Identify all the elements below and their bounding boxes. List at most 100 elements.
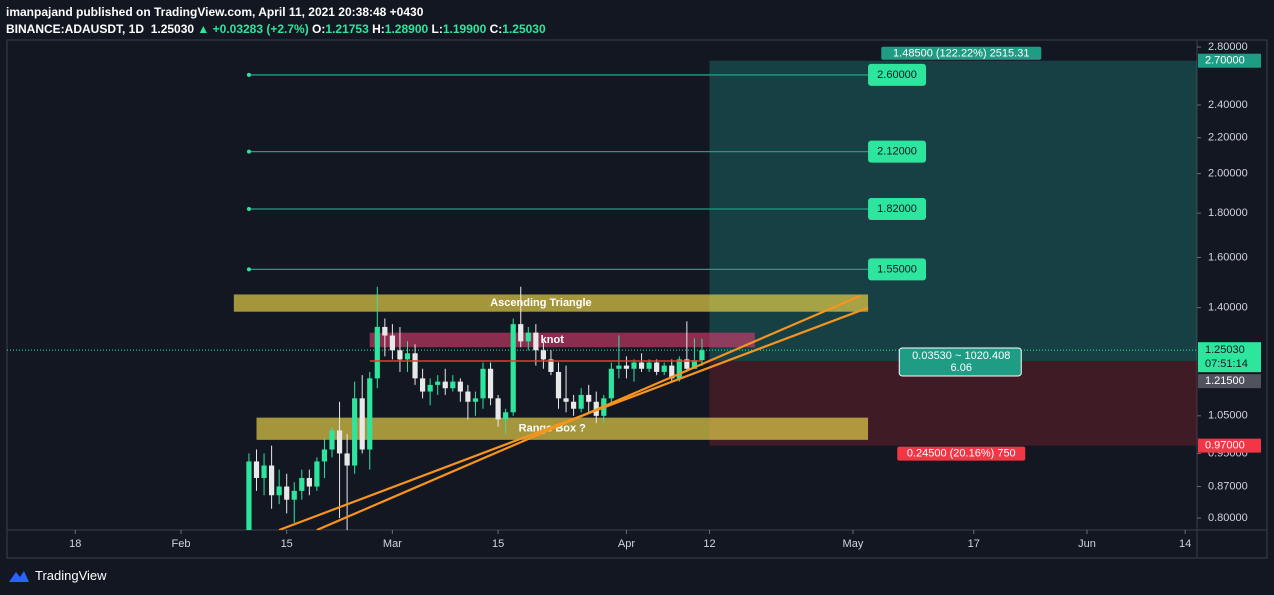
candle-body	[533, 332, 539, 351]
change: ▲ +0.03283 (+2.7%)	[197, 22, 309, 36]
ohlc-key: L:	[431, 22, 443, 36]
candle-body	[548, 359, 554, 372]
x-tick-label: Mar	[383, 538, 402, 550]
ohlc-key: H:	[372, 22, 385, 36]
candle-body	[638, 362, 645, 369]
candle-body	[525, 332, 531, 342]
box	[233, 294, 869, 312]
level-anchor	[246, 267, 251, 272]
center-text: 6.06	[951, 362, 972, 374]
stop-badge	[897, 446, 1026, 461]
logo	[9, 570, 29, 582]
candle-body	[420, 378, 426, 392]
candle-body	[314, 461, 320, 487]
level-anchor	[246, 149, 251, 154]
header: imanpajand published on TradingView.com,…	[6, 4, 546, 38]
candle-body	[510, 324, 516, 413]
y-tick-label: 2.80000	[1208, 41, 1248, 53]
plot: 2.60000 2.12000 1.82000 1.55000 Ascending Tr…	[7, 60, 1197, 530]
candle-body	[261, 465, 267, 478]
y-tick-label: 0.80000	[1208, 512, 1248, 524]
x-tick-label: 15	[492, 538, 504, 550]
candle-body	[359, 398, 365, 450]
trendline	[316, 294, 861, 530]
symbol: BINANCE:ADAUSDT, 1D	[6, 22, 145, 36]
candle-body	[253, 461, 260, 478]
symbol-line: BINANCE:ADAUSDT, 1D 1.25030 ▲ +0.03283 (…	[6, 21, 546, 38]
level-badge	[868, 140, 927, 163]
footer: TradingView	[8, 568, 107, 583]
candle-body	[352, 398, 358, 466]
x-tick-label: Apr	[618, 538, 635, 550]
brand: TradingView	[35, 568, 107, 583]
x-tick-label: May	[843, 538, 864, 550]
candle-body	[684, 359, 690, 369]
author-line: imanpajand published on TradingView.com,…	[6, 5, 424, 19]
y-tick-label: 2.00000	[1208, 167, 1248, 179]
candle-body	[450, 381, 456, 389]
candle-body	[691, 360, 697, 369]
ohlc-key: C:	[489, 22, 503, 36]
x-tick-label: 15	[281, 538, 293, 550]
x-tick-label: Feb	[172, 538, 191, 550]
level-label: 1.55000	[877, 263, 917, 275]
center-text: 0.03530 ~ 1020.408	[912, 350, 1010, 362]
candle-body	[427, 384, 433, 392]
candle-body	[518, 324, 524, 342]
candle-body	[321, 449, 328, 462]
stop-axis-label: 0.97000	[1205, 440, 1245, 452]
candle-body	[646, 362, 652, 369]
candle-body	[487, 368, 494, 399]
ohlc: O:1.21753 H:1.28900 L:1.19900 C:1.25030	[312, 22, 546, 36]
countdown: 07:51:14	[1205, 358, 1248, 370]
candle-body	[269, 465, 275, 496]
candle-body	[374, 326, 380, 379]
candle-body	[669, 365, 675, 379]
level-label: 2.12000	[877, 146, 917, 158]
candle-body	[389, 335, 395, 351]
level-badge	[868, 258, 927, 281]
candle-body	[608, 368, 614, 399]
candle-body	[291, 490, 297, 500]
candle-body	[540, 350, 546, 360]
candle-body	[563, 398, 569, 402]
candle-body	[457, 381, 463, 392]
x-tick-label: 17	[968, 538, 980, 550]
candle-body	[412, 353, 418, 379]
box	[256, 417, 869, 440]
candle-body	[654, 362, 660, 372]
candle-body	[397, 350, 403, 360]
target-zone	[709, 60, 1197, 361]
entry-axis-label: 1.21500	[1205, 375, 1245, 387]
candle-body	[306, 477, 312, 487]
price: 1.25030	[150, 22, 195, 36]
candle-body	[699, 350, 705, 361]
level-anchor	[246, 207, 251, 212]
level-anchor	[246, 72, 251, 77]
candle-body	[276, 486, 282, 496]
x-tick-label: Jun	[1078, 538, 1096, 550]
box-label: knot	[541, 334, 565, 346]
ohlc-key: O:	[312, 22, 326, 36]
target-axis-label: 2.70000	[1205, 55, 1245, 67]
candle-body	[404, 353, 411, 360]
y-tick-label: 1.40000	[1208, 302, 1248, 314]
level-label: 1.82000	[877, 203, 917, 215]
candle-body	[495, 398, 501, 420]
y-tick-label: 1.05000	[1208, 410, 1248, 422]
candle-body	[578, 394, 584, 409]
candle-body	[571, 401, 577, 409]
candle-body	[336, 430, 343, 454]
candle-body	[631, 362, 637, 369]
center-badge	[898, 347, 1022, 377]
candle-body	[676, 359, 682, 379]
candle-body	[586, 394, 592, 402]
box	[369, 332, 755, 348]
candle-body	[329, 430, 335, 450]
ohlc-value: 1.21753	[325, 22, 369, 36]
y-tick-label: 1.80000	[1208, 207, 1248, 219]
candle-body	[555, 371, 562, 399]
candle-body	[661, 365, 667, 372]
stop-text: 0.24500 (20.16%) 750	[907, 448, 1016, 460]
